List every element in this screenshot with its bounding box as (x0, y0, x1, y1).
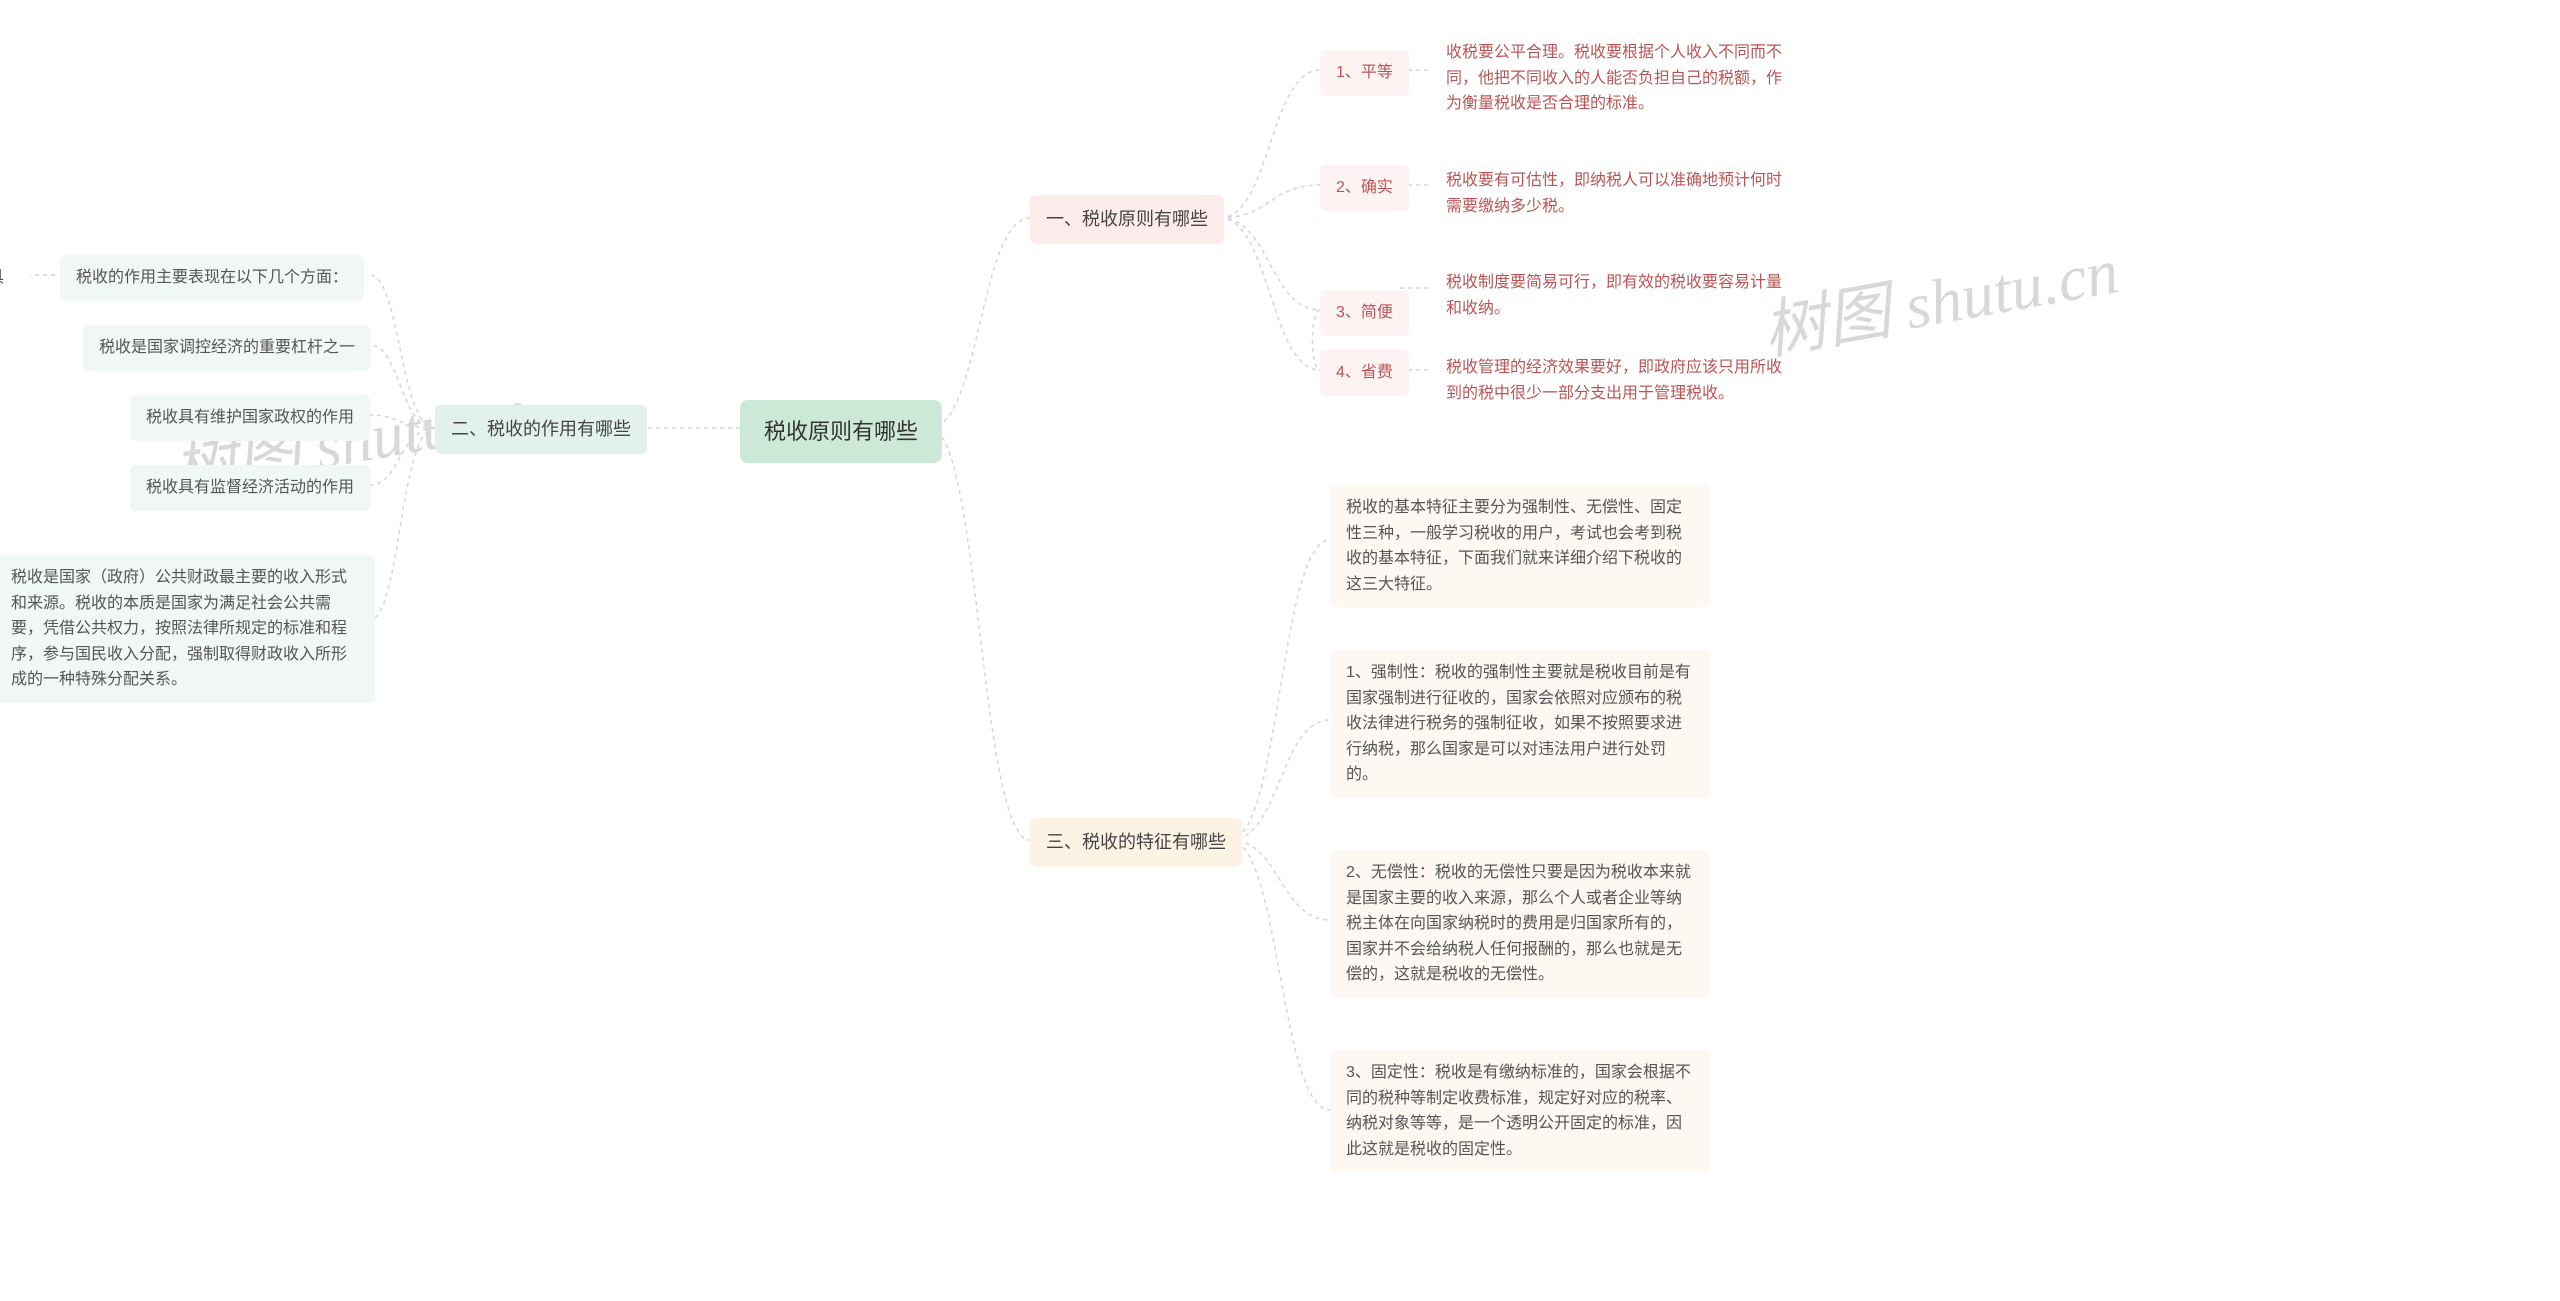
principle-key-3[interactable]: 3、简便 (1320, 290, 1409, 336)
branch-functions[interactable]: 二、税收的作用有哪些 (435, 405, 647, 454)
watermark-right: 树图 shutu.cn (1755, 220, 2125, 373)
principle-desc-3: 税收制度要简易可行，即有效的税收要容易计量和收纳。 (1430, 260, 1800, 331)
principle-desc-4: 税收管理的经济效果要好，即政府应该只用所收到的税中很少一部分支出用于管理税收。 (1430, 345, 1800, 416)
branch-principles[interactable]: 一、税收原则有哪些 (1030, 195, 1224, 244)
principle-desc-2: 税收要有可估性，即纳税人可以准确地预计何时需要缴纳多少税。 (1430, 158, 1800, 229)
feature-3: 3、固定性：税收是有缴纳标准的，国家会根据不同的税种等制定收费标准，规定好对应的… (1330, 1050, 1710, 1172)
connector-lines (0, 0, 2560, 1301)
feature-1: 1、强制性：税收的强制性主要就是税收目前是有国家强制进行征收的，国家会依照对应颁… (1330, 650, 1710, 798)
feature-intro: 税收的基本特征主要分为强制性、无偿性、固定性三种，一般学习税收的用户，考试也会考… (1330, 485, 1710, 607)
function-item-2: 税收具有维护国家政权的作用 (130, 395, 370, 441)
branch-features[interactable]: 三、税收的特征有哪些 (1030, 818, 1242, 867)
function-header: 税收的作用主要表现在以下几个方面： (60, 255, 364, 301)
feature-2: 2、无偿性：税收的无偿性只要是因为税收本来就是国家主要的收入来源，那么个人或者企… (1330, 850, 1710, 998)
center-node[interactable]: 税收原则有哪些 (740, 400, 942, 463)
function-item-4: 税收是国家（政府）公共财政最主要的收入形式和来源。税收的本质是国家为满足社会公共… (0, 555, 375, 703)
principle-key-1[interactable]: 1、平等 (1320, 50, 1409, 96)
principle-desc-1: 收税要公平合理。税收要根据个人收入不同而不同，他把不同收入的人能否负担自己的税额… (1430, 30, 1800, 127)
function-item-3: 税收具有监督经济活动的作用 (130, 465, 370, 511)
function-header-child: 税收是国家组织财政收人的主要形式和工具 (0, 255, 20, 301)
principle-key-4[interactable]: 4、省费 (1320, 350, 1409, 396)
function-item-1: 税收是国家调控经济的重要杠杆之一 (83, 325, 371, 371)
principle-key-2[interactable]: 2、确实 (1320, 165, 1409, 211)
